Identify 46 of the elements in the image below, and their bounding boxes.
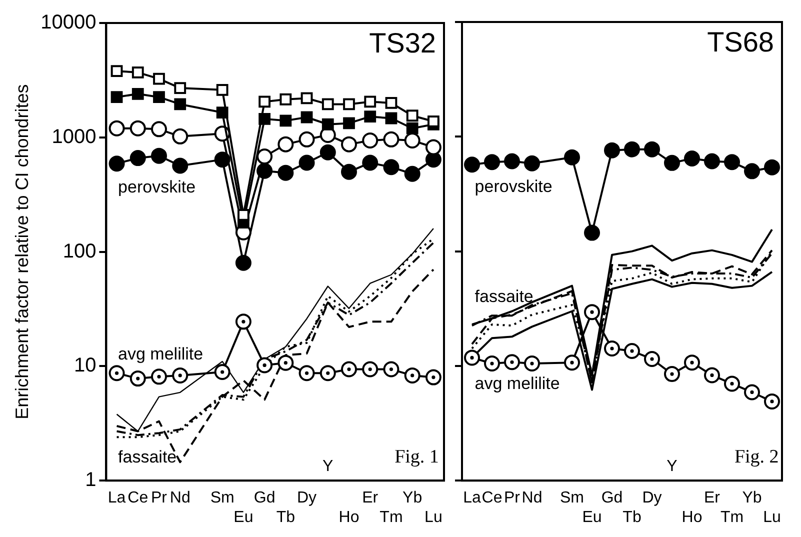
x-tick-label: Tm <box>380 508 403 526</box>
y-tick-label: 100 <box>62 240 96 262</box>
x-tick-label: Yb <box>742 490 762 507</box>
x-tick-label: Sm <box>210 490 234 507</box>
x-tick-label: Ho <box>682 508 702 526</box>
x-tick-label: Tb <box>276 508 296 526</box>
x-tick-label: Eu <box>582 508 602 526</box>
x-tick-label: Y <box>666 458 678 476</box>
x-tick-label: Lu <box>763 508 781 526</box>
x-tick-label: Er <box>704 490 721 507</box>
x-tick-label: Sm <box>560 490 584 507</box>
x-tick-label: Dy <box>642 490 662 507</box>
x-tick-label: Pr <box>150 490 168 507</box>
x-tick-label: Ce <box>482 490 502 507</box>
x-tick-label: Y <box>322 458 334 476</box>
y-tick-label: 10000 <box>40 12 96 34</box>
x-tick-label: Lu <box>424 508 442 526</box>
x-tick-label: La <box>108 490 126 507</box>
x-tick-label: Yb <box>402 490 422 507</box>
x-tick-label: Ce <box>128 490 148 507</box>
annotation: Fig. 2 <box>734 446 779 468</box>
annotation: fassaite <box>474 286 534 306</box>
annotation: perovskite <box>474 176 552 196</box>
y-tick-label: 1000 <box>52 126 96 148</box>
chart-title: TS32 <box>369 28 436 59</box>
annotation: avg melilite <box>118 344 204 364</box>
x-tick-label: Ho <box>338 508 360 526</box>
x-tick-label: Nd <box>522 490 542 507</box>
y-tick-label: 1 <box>85 469 96 492</box>
annotation: avg melilite <box>474 374 560 393</box>
y-axis-title: Enrichment factor relative to CI chondrites <box>12 84 32 420</box>
x-tick-label: Dy <box>296 490 317 507</box>
annotation: perovskite <box>118 177 196 196</box>
x-tick-label: Gd <box>254 490 276 507</box>
x-tick-label: Pr <box>504 490 521 507</box>
x-tick-label: Tb <box>622 508 642 526</box>
chart-title: TS68 <box>707 26 774 58</box>
annotation: fassaite <box>118 447 177 466</box>
x-tick-label: Gd <box>601 490 623 507</box>
x-tick-label: Er <box>362 490 379 507</box>
x-tick-label: Tm <box>720 508 744 526</box>
x-tick-label: Eu <box>234 508 254 526</box>
x-tick-label: Nd <box>170 490 190 507</box>
x-tick-label: La <box>463 490 481 507</box>
y-tick-label: 10 <box>74 354 96 377</box>
annotation: Fig. 1 <box>394 446 439 468</box>
